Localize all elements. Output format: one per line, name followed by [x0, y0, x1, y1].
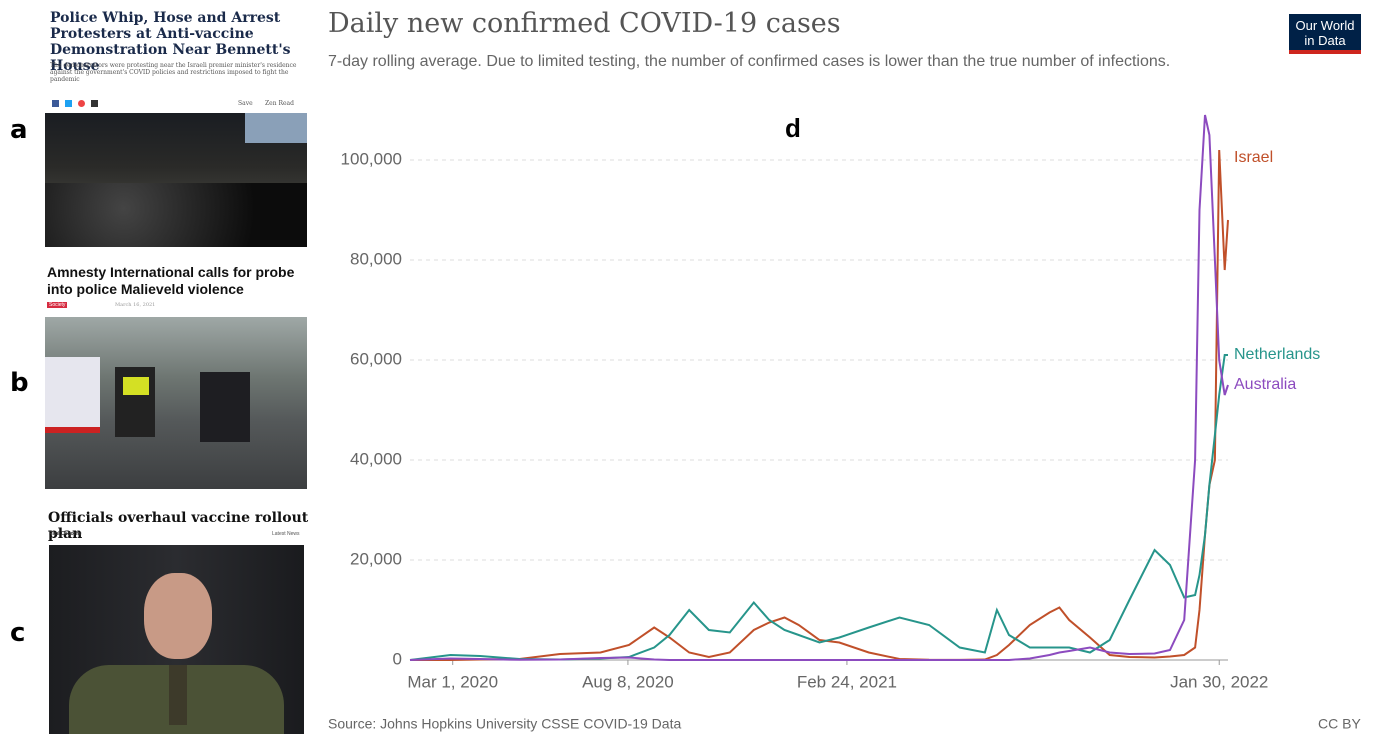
headline: Amnesty International calls for probe in…: [47, 264, 295, 297]
icon[interactable]: [52, 100, 59, 107]
logo: Our World in Data: [1289, 14, 1361, 54]
series-label: Israel: [1234, 149, 1273, 166]
crowd: [45, 183, 307, 247]
byline: Paul Osborne: [49, 531, 82, 537]
series-label: Netherlands: [1234, 346, 1320, 363]
date: March 16, 2021: [115, 302, 156, 308]
icon[interactable]: [65, 100, 72, 107]
toolbar-item[interactable]: Zen Read: [265, 100, 294, 107]
headline: Officials overhaul vaccine rollout plan: [48, 510, 309, 542]
summary: The demonstrators were protesting near t…: [50, 62, 297, 83]
series-line: [410, 149, 1229, 661]
icon[interactable]: [91, 100, 98, 107]
share-icons: [52, 100, 104, 108]
headline: Police Whip, Hose and Arrest Protesters …: [50, 10, 291, 74]
license: CC BY: [1318, 716, 1361, 732]
panel-letter: b: [10, 368, 29, 398]
chart-title: Daily new confirmed COVID-19 cases: [328, 8, 841, 39]
source: Source: Johns Hopkins University CSSE CO…: [328, 716, 681, 732]
toolbar-item[interactable]: Save: [238, 100, 253, 107]
x-tick-label: Mar 1, 2020: [407, 672, 498, 691]
section: Latest News: [272, 531, 300, 537]
photo: [45, 317, 307, 489]
x-tick-label: Aug 8, 2020: [582, 672, 674, 691]
panel-letter: d: [785, 113, 801, 143]
photo: [45, 113, 307, 247]
y-tick-label: 60,000: [350, 349, 402, 368]
y-tick-label: 80,000: [350, 249, 402, 268]
panel-letter: a: [10, 115, 28, 145]
series-line: [409, 114, 1229, 661]
sky: [245, 113, 307, 143]
x-tick-label: Feb 24, 2021: [797, 672, 897, 691]
series-label: Australia: [1234, 376, 1296, 393]
icon[interactable]: [78, 100, 85, 107]
panel-letter: c: [10, 618, 26, 648]
officer: [200, 372, 250, 442]
y-tick-label: 0: [393, 649, 402, 668]
chart-subtitle: 7-day rolling average. Due to limited te…: [328, 53, 1171, 70]
face: [144, 573, 212, 659]
y-tick-label: 100,000: [341, 149, 402, 168]
photo: [49, 545, 304, 734]
van: [45, 357, 100, 433]
vest: [123, 377, 149, 395]
series-line: [409, 354, 1228, 661]
x-tick-label: Jan 30, 2022: [1170, 672, 1268, 691]
y-tick-label: 20,000: [350, 549, 402, 568]
tie: [169, 665, 187, 725]
tag[interactable]: Society: [47, 302, 68, 308]
y-tick-label: 40,000: [350, 449, 402, 468]
